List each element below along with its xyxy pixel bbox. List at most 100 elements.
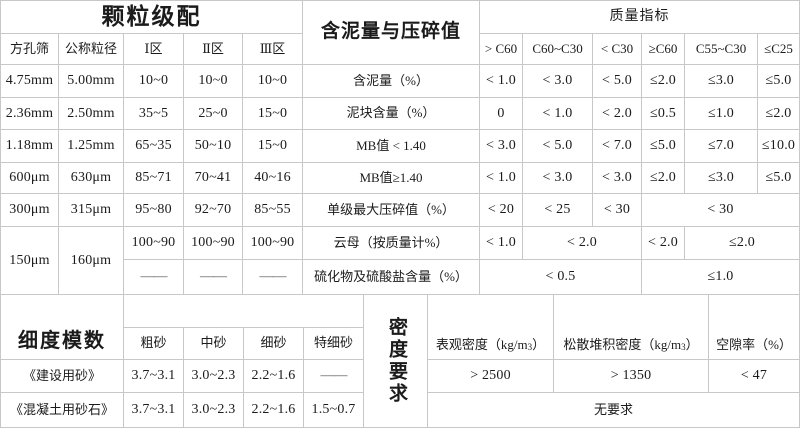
table-cell: 65~35 — [124, 130, 184, 163]
mud-row-label: 单级最大压碎值（%） — [303, 194, 480, 227]
table-cell: < 47 — [709, 360, 800, 393]
table-cell: 85~71 — [124, 163, 184, 194]
table-cell: 0 — [480, 98, 523, 130]
table-cell: 10~0 — [124, 65, 184, 98]
header-text: 表观密度（kg/m — [435, 336, 528, 352]
table-cell: 3.7~3.1 — [124, 360, 184, 393]
table-cell: 50~10 — [184, 130, 243, 163]
quality-header-lec25: ≤C25 — [758, 34, 800, 65]
table-cell: 300μm — [1, 194, 59, 227]
fineness-header-coarse: 粗砂 — [124, 328, 184, 360]
density-header-void-ratio: 空隙率（%） — [709, 295, 800, 360]
table-cell: 85~55 — [243, 194, 303, 227]
fineness-header-fine: 细砂 — [244, 328, 304, 360]
table-cell: < 2.0 — [523, 227, 642, 260]
table-cell: ≤10.0 — [758, 130, 800, 163]
table-cell: 1.18mm — [1, 130, 59, 163]
table-cell: 15~0 — [243, 98, 303, 130]
table-cell: < 20 — [480, 194, 523, 227]
table-cell: ≤2.0 — [642, 65, 685, 98]
table-cell: 2.2~1.6 — [244, 360, 304, 393]
header-text: 空隙率（%） — [716, 336, 792, 352]
table-cell: ≤3.0 — [685, 65, 758, 98]
mud-section-title: 含泥量与压碎值 — [303, 1, 480, 65]
table-cell: ≤2.0 — [685, 227, 800, 260]
density-title: 密度要求 — [364, 295, 428, 428]
mud-row-label: 泥块含量（%） — [303, 98, 480, 130]
table-cell: 315μm — [59, 194, 124, 227]
table-cell: 3.7~3.1 — [124, 393, 184, 428]
gradation-title: 颗粒级配 — [1, 1, 303, 34]
table-cell: < 5.0 — [593, 65, 642, 98]
gradation-header-zone2: Ⅱ区 — [184, 34, 243, 65]
spec-table-bottom: 细度模数 粗砂 中砂 细砂 特细砂 《建设用砂》 3.7~3.1 3.0~2.3… — [0, 295, 800, 428]
table-cell: < 3.0 — [523, 65, 593, 98]
table-cell: 630μm — [59, 163, 124, 194]
mud-row-label: MB值 < 1.40 — [303, 130, 480, 163]
table-cell: < 1.0 — [480, 65, 523, 98]
table-cell: 15~0 — [243, 130, 303, 163]
gradation-header-sieve: 方孔筛 — [1, 34, 59, 65]
table-cell: < 1.0 — [480, 163, 523, 194]
table-cell: < 2.0 — [593, 98, 642, 130]
table-cell: 10~0 — [184, 65, 243, 98]
quality-header-c60c30: C60~C30 — [523, 34, 593, 65]
table-cell: 3.0~2.3 — [184, 360, 244, 393]
table-cell: < 0.5 — [480, 260, 642, 295]
table-cell: ≤5.0 — [758, 163, 800, 194]
table-cell: 70~41 — [184, 163, 243, 194]
table-cell: 10~0 — [243, 65, 303, 98]
fineness-row-label: 《建设用砂》 — [1, 360, 124, 393]
table-cell: < 7.0 — [593, 130, 642, 163]
table-cell: 40~16 — [243, 163, 303, 194]
gradation-header-nominal: 公称粒径 — [59, 34, 124, 65]
density-header-bulk: 松散堆积密度（kg/m 3） — [554, 295, 709, 360]
table-cell: 4.75mm — [1, 65, 59, 98]
fineness-title: 细度模数 — [1, 295, 124, 360]
table-cell: ≤1.0 — [685, 98, 758, 130]
table-cell: 600μm — [1, 163, 59, 194]
fineness-header-medium: 中砂 — [184, 328, 244, 360]
table-cell: ≤0.5 — [642, 98, 685, 130]
table-cell: < 1.0 — [480, 227, 523, 260]
quality-header-gtc60: > C60 — [480, 34, 523, 65]
dash-cell: —— — [304, 360, 364, 393]
mud-row-label: 硫化物及硫酸盐含量（%） — [303, 260, 480, 295]
table-cell: > 1350 — [554, 360, 709, 393]
empty-cell — [124, 295, 364, 328]
table-cell: < 30 — [642, 194, 800, 227]
header-text: 松散堆积密度（kg/m — [563, 336, 682, 352]
table-cell: 92~70 — [184, 194, 243, 227]
dash-cell: —— — [124, 260, 184, 295]
table-cell: > 2500 — [428, 360, 554, 393]
mud-row-label: 含泥量（%） — [303, 65, 480, 98]
table-cell: 100~90 — [184, 227, 243, 260]
table-cell: < 2.0 — [642, 227, 685, 260]
table-cell: < 3.0 — [593, 163, 642, 194]
table-cell: 2.36mm — [1, 98, 59, 130]
table-cell: ≤5.0 — [758, 65, 800, 98]
table-cell: < 3.0 — [523, 163, 593, 194]
table-cell: ≤3.0 — [685, 163, 758, 194]
table-cell: 100~90 — [243, 227, 303, 260]
table-cell: 1.5~0.7 — [304, 393, 364, 428]
header-text: ） — [532, 336, 546, 352]
dash-cell: —— — [184, 260, 243, 295]
table-cell: < 3.0 — [480, 130, 523, 163]
table-cell: 2.2~1.6 — [244, 393, 304, 428]
table-cell: ≤2.0 — [642, 163, 685, 194]
mud-row-label: 云母（按质量计%） — [303, 227, 480, 260]
header-text: ） — [685, 336, 699, 352]
gradation-header-zone1: Ⅰ区 — [124, 34, 184, 65]
table-cell: 160μm — [59, 227, 124, 295]
no-requirement-cell: 无要求 — [428, 393, 800, 428]
quality-header-c55c30: C55~C30 — [685, 34, 758, 65]
table-cell: ≤2.0 — [758, 98, 800, 130]
table-cell: ≤7.0 — [685, 130, 758, 163]
spec-table-top: 颗粒级配 含泥量与压碎值 质量指标 方孔筛 公称粒径 Ⅰ区 Ⅱ区 Ⅲ区 > C6… — [0, 0, 800, 295]
quality-title: 质量指标 — [480, 1, 800, 34]
quality-header-gec60: ≥C60 — [642, 34, 685, 65]
table-cell: ≤1.0 — [642, 260, 800, 295]
table-cell: 1.25mm — [59, 130, 124, 163]
table-cell: ≤5.0 — [642, 130, 685, 163]
